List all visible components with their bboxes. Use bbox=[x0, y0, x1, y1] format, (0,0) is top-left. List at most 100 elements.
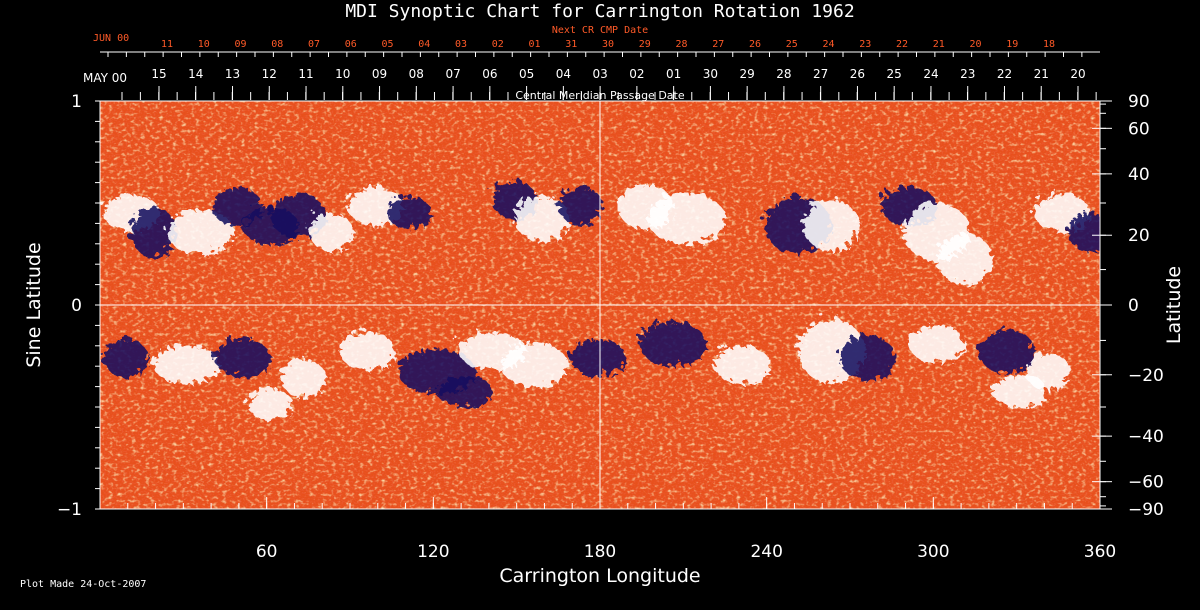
date-axis-tick-label: 26 bbox=[850, 67, 865, 81]
date-axis-tick-label: 01 bbox=[666, 67, 681, 81]
date-axis-tick-label: 22 bbox=[997, 67, 1012, 81]
top-axis-tick-label: 22 bbox=[896, 39, 908, 50]
top-axis-tick-label: 23 bbox=[859, 39, 871, 50]
positive-flux-region bbox=[933, 230, 989, 282]
date-axis-tick-label: 14 bbox=[188, 67, 203, 81]
date-axis-tick-label: 05 bbox=[519, 67, 534, 81]
date-axis-tick-label: 25 bbox=[887, 67, 902, 81]
y-right-tick-label: −20 bbox=[1128, 366, 1164, 386]
date-axis-tick-label: 04 bbox=[556, 67, 571, 81]
top-axis-month: JUN 00 bbox=[93, 33, 129, 44]
date-axis-tick-label: 15 bbox=[151, 67, 166, 81]
date-axis-tick-label: 06 bbox=[482, 67, 497, 81]
top-axis-tick-label: 28 bbox=[675, 39, 687, 50]
x-axis-tick-label: 120 bbox=[417, 542, 449, 562]
top-axis-tick-label: 03 bbox=[455, 39, 467, 50]
y-right-tick-label: −90 bbox=[1128, 500, 1164, 520]
date-axis-tick-label: 20 bbox=[1070, 67, 1085, 81]
date-axis-tick-label: 13 bbox=[225, 67, 240, 81]
x-axis-label: Carrington Longitude bbox=[499, 565, 700, 587]
top-axis-tick-label: 19 bbox=[1006, 39, 1018, 50]
top-axis-tick-label: 26 bbox=[749, 39, 761, 50]
top-axis-tick-label: 25 bbox=[786, 39, 798, 50]
negative-flux-region bbox=[555, 183, 600, 223]
negative-flux-region bbox=[100, 335, 145, 374]
positive-flux-region bbox=[511, 193, 567, 238]
y-left-axis-label: Sine Latitude bbox=[23, 242, 45, 367]
positive-flux-region bbox=[644, 189, 723, 242]
chart-title: MDI Synoptic Chart for Carrington Rotati… bbox=[345, 1, 854, 22]
date-axis-tick-label: 03 bbox=[592, 67, 607, 81]
top-axis-tick-label: 10 bbox=[198, 39, 210, 50]
top-axis-tick-label: 21 bbox=[933, 39, 945, 50]
y-right-tick-label: 60 bbox=[1128, 119, 1150, 139]
x-axis-tick-label: 180 bbox=[584, 542, 616, 562]
x-axis-tick-label: 60 bbox=[256, 542, 278, 562]
y-left-tick-label: 1 bbox=[71, 92, 82, 112]
positive-flux-region bbox=[905, 321, 962, 360]
top-axis-tick-label: 08 bbox=[271, 39, 283, 50]
date-axis-tick-label: 23 bbox=[960, 67, 975, 81]
y-left-tick-label: 0 bbox=[71, 296, 82, 316]
date-axis-tick-label: 30 bbox=[703, 67, 718, 81]
top-axis-tick-label: 05 bbox=[381, 39, 393, 50]
x-axis-tick-label: 240 bbox=[750, 542, 782, 562]
y-right-tick-label: 40 bbox=[1128, 165, 1150, 185]
positive-flux-region bbox=[988, 371, 1045, 404]
top-axis-tick-label: 02 bbox=[492, 39, 504, 50]
positive-flux-region bbox=[711, 342, 767, 381]
negative-flux-region bbox=[127, 202, 173, 255]
positive-flux-region bbox=[163, 206, 231, 251]
negative-flux-region bbox=[1063, 209, 1100, 248]
y-right-axis-label: Latitude bbox=[1163, 266, 1185, 344]
y-right-tick-label: 0 bbox=[1128, 296, 1139, 316]
top-axis-tick-label: 29 bbox=[639, 39, 651, 50]
x-axis-tick-label: 360 bbox=[1084, 542, 1116, 562]
negative-flux-region bbox=[975, 325, 1031, 370]
date-axis-tick-label: 28 bbox=[776, 67, 791, 81]
date-axis-label: Central Meridian Passage Date bbox=[515, 89, 684, 102]
date-axis-tick-label: 07 bbox=[445, 67, 460, 81]
top-axis-tick-label: 30 bbox=[602, 39, 614, 50]
negative-flux-region bbox=[211, 335, 267, 374]
positive-flux-region bbox=[244, 384, 289, 417]
plot-made-note: Plot Made 24-Oct-2007 bbox=[20, 579, 147, 590]
x-axis-tick-label: 300 bbox=[917, 542, 949, 562]
negative-flux-region bbox=[566, 335, 623, 374]
top-axis-tick-label: 01 bbox=[528, 39, 540, 50]
top-axis-tick-label: 20 bbox=[969, 39, 981, 50]
negative-flux-region bbox=[836, 331, 892, 377]
top-axis-tick-label: 24 bbox=[822, 39, 834, 50]
top-axis-tick-label: 31 bbox=[565, 39, 577, 50]
y-right-tick-label: −60 bbox=[1128, 473, 1164, 493]
date-axis-tick-label: 09 bbox=[372, 67, 387, 81]
y-right-tick-label: 90 bbox=[1128, 92, 1150, 112]
y-left-tick-label: −1 bbox=[57, 500, 82, 520]
date-axis-tick-label: 27 bbox=[813, 67, 828, 81]
top-axis-tick-label: 09 bbox=[234, 39, 246, 50]
positive-flux-region bbox=[305, 209, 350, 248]
date-axis-tick-label: 29 bbox=[740, 67, 755, 81]
y-right-tick-label: −40 bbox=[1128, 427, 1164, 447]
positive-flux-region bbox=[800, 196, 856, 248]
date-axis-tick-label: 10 bbox=[335, 67, 350, 81]
top-axis-tick-label: 18 bbox=[1043, 39, 1055, 50]
date-axis-tick-label: 02 bbox=[629, 67, 644, 81]
top-axis-tick-label: 04 bbox=[418, 39, 430, 50]
date-axis-tick-label: 21 bbox=[1034, 67, 1049, 81]
date-axis-tick-label: 12 bbox=[262, 67, 277, 81]
positive-flux-region bbox=[277, 355, 323, 394]
top-axis-label: Next CR CMP Date bbox=[552, 25, 648, 36]
positive-flux-region bbox=[336, 328, 392, 367]
date-axis-tick-label: 11 bbox=[298, 67, 313, 81]
positive-flux-region bbox=[150, 342, 217, 381]
top-axis-tick-label: 06 bbox=[345, 39, 357, 50]
date-axis-month: MAY 00 bbox=[83, 71, 127, 85]
top-axis-tick-label: 11 bbox=[161, 39, 173, 50]
y-right-tick-label: 20 bbox=[1128, 226, 1150, 246]
negative-flux-region bbox=[636, 318, 703, 363]
negative-flux-region bbox=[383, 193, 428, 226]
positive-flux-region bbox=[497, 338, 564, 384]
top-axis-tick-label: 07 bbox=[308, 39, 320, 50]
